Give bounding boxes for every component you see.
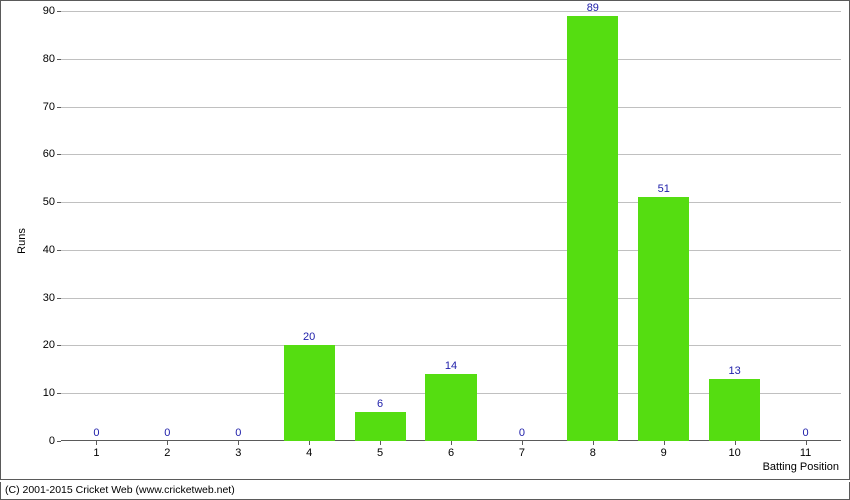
bar-value-label: 0 bbox=[93, 427, 99, 439]
y-tick-mark bbox=[57, 393, 61, 394]
bar bbox=[355, 412, 406, 441]
bar-value-label: 20 bbox=[303, 331, 315, 343]
x-tick-mark bbox=[806, 441, 807, 445]
x-tick-label: 9 bbox=[661, 447, 667, 459]
bar-value-label: 0 bbox=[235, 427, 241, 439]
y-tick-mark bbox=[57, 59, 61, 60]
grid-line bbox=[61, 298, 841, 299]
x-tick-mark bbox=[167, 441, 168, 445]
x-tick-label: 11 bbox=[800, 447, 811, 459]
y-tick-mark bbox=[57, 441, 61, 442]
y-tick-label: 0 bbox=[25, 435, 55, 447]
bar-value-label: 0 bbox=[802, 427, 808, 439]
y-tick-label: 20 bbox=[25, 339, 55, 351]
bar-value-label: 13 bbox=[729, 365, 741, 377]
x-tick-label: 8 bbox=[590, 447, 596, 459]
bar bbox=[284, 345, 335, 441]
x-tick-mark bbox=[96, 441, 97, 445]
y-tick-label: 30 bbox=[25, 292, 55, 304]
y-tick-label: 60 bbox=[25, 148, 55, 160]
grid-line bbox=[61, 202, 841, 203]
bar-value-label: 14 bbox=[445, 360, 457, 372]
bar bbox=[638, 197, 689, 441]
grid-line bbox=[61, 107, 841, 108]
x-tick-mark bbox=[380, 441, 381, 445]
bar-value-label: 51 bbox=[658, 183, 670, 195]
x-tick-label: 7 bbox=[519, 447, 525, 459]
y-tick-label: 10 bbox=[25, 387, 55, 399]
bar-value-label: 6 bbox=[377, 398, 383, 410]
y-tick-label: 40 bbox=[25, 244, 55, 256]
bar bbox=[425, 374, 476, 441]
plot-area: 0102030405060708090102030420566147088995… bbox=[61, 11, 841, 441]
y-tick-label: 50 bbox=[25, 196, 55, 208]
y-tick-label: 80 bbox=[25, 53, 55, 65]
y-tick-mark bbox=[57, 345, 61, 346]
grid-line bbox=[61, 59, 841, 60]
x-tick-label: 1 bbox=[93, 447, 99, 459]
x-tick-mark bbox=[451, 441, 452, 445]
x-tick-mark bbox=[593, 441, 594, 445]
x-tick-label: 10 bbox=[729, 447, 741, 459]
x-tick-label: 2 bbox=[164, 447, 170, 459]
y-tick-label: 70 bbox=[25, 101, 55, 113]
y-tick-mark bbox=[57, 11, 61, 12]
x-tick-mark bbox=[735, 441, 736, 445]
x-tick-label: 4 bbox=[306, 447, 312, 459]
bar-value-label: 89 bbox=[587, 2, 599, 14]
grid-line bbox=[61, 154, 841, 155]
y-tick-mark bbox=[57, 202, 61, 203]
bar-value-label: 0 bbox=[164, 427, 170, 439]
bar bbox=[567, 16, 618, 441]
grid-line bbox=[61, 345, 841, 346]
chart-container: Runs Batting Position 010203040506070809… bbox=[0, 0, 850, 480]
x-tick-mark bbox=[238, 441, 239, 445]
grid-line bbox=[61, 11, 841, 12]
bar bbox=[709, 379, 760, 441]
y-tick-mark bbox=[57, 107, 61, 108]
y-tick-mark bbox=[57, 154, 61, 155]
y-tick-label: 90 bbox=[25, 5, 55, 17]
x-tick-label: 6 bbox=[448, 447, 454, 459]
x-axis-label: Batting Position bbox=[763, 461, 839, 473]
x-tick-mark bbox=[664, 441, 665, 445]
footer-copyright: (C) 2001-2015 Cricket Web (www.cricketwe… bbox=[0, 482, 850, 500]
x-tick-label: 5 bbox=[377, 447, 383, 459]
bar-value-label: 0 bbox=[519, 427, 525, 439]
grid-line bbox=[61, 250, 841, 251]
x-tick-label: 3 bbox=[235, 447, 241, 459]
y-tick-mark bbox=[57, 298, 61, 299]
x-tick-mark bbox=[522, 441, 523, 445]
y-tick-mark bbox=[57, 250, 61, 251]
x-tick-mark bbox=[309, 441, 310, 445]
